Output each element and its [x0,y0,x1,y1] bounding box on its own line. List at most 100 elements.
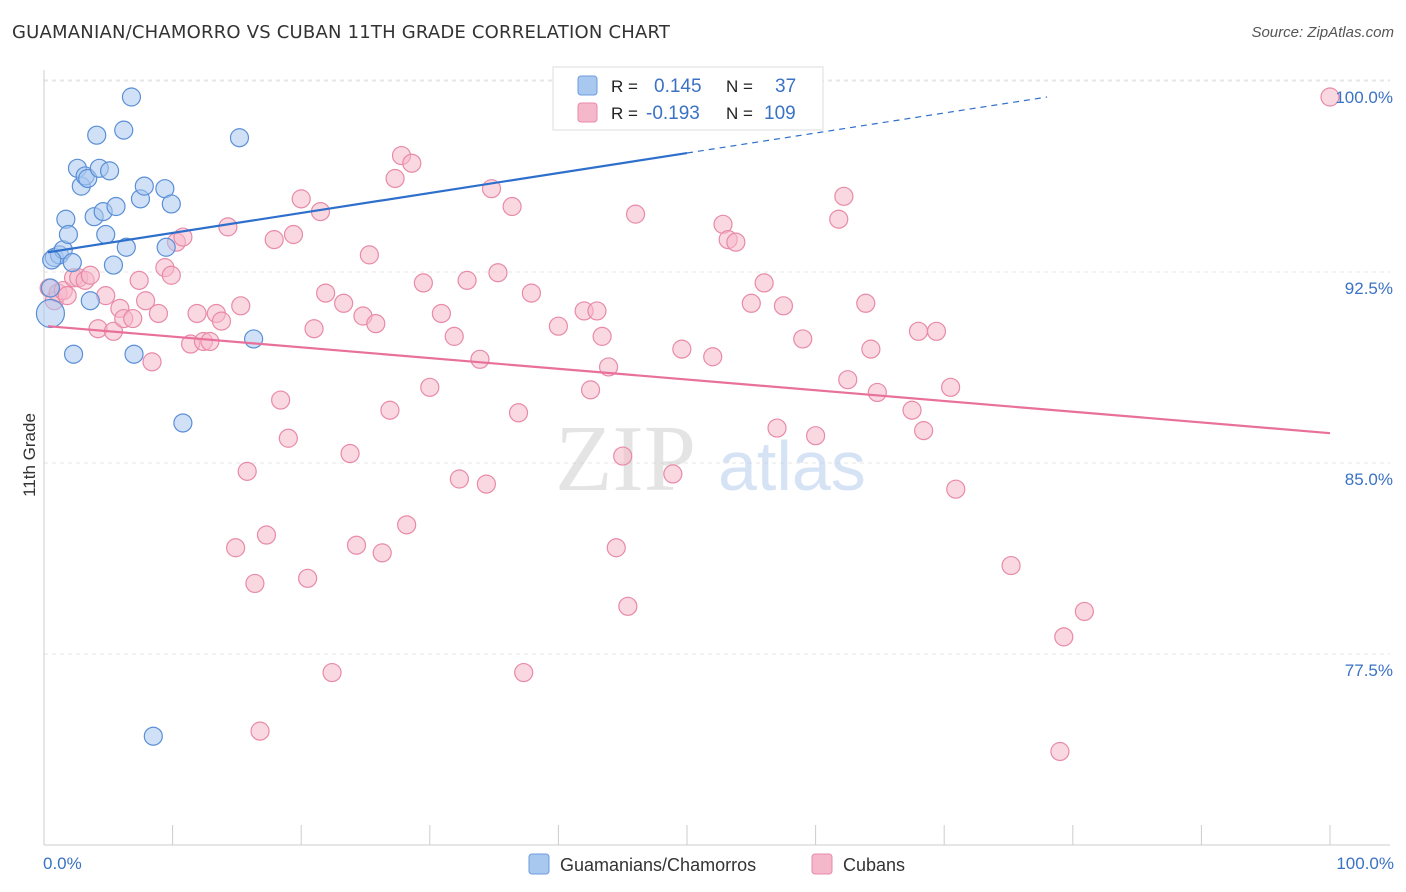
chart-title: GUAMANIAN/CHAMORRO VS CUBAN 11TH GRADE C… [12,22,671,43]
cuban-point [231,296,251,316]
cuban-point [57,286,77,306]
cuban-point [488,263,508,283]
cuban-point [834,186,854,206]
cuban-point [123,308,143,329]
cuban-point [914,421,934,441]
cuban-point [663,464,683,484]
x-tick-label-min: 0.0% [43,854,82,873]
cuban-point [413,273,433,293]
cuban-point [316,283,336,303]
cuban-point [80,265,100,285]
cuban-point [129,270,149,290]
cuban-point [476,474,496,494]
cuban-point [606,538,626,558]
cuban-point [521,283,541,303]
cuban-point [402,153,422,173]
cuban-point [793,329,813,349]
cuban-point [334,293,354,313]
cuban-point [741,293,761,313]
guamanian-point [99,161,120,181]
cuban-point [346,535,367,555]
cuban-point [672,339,692,359]
cuban-point [829,209,849,229]
cuban-point [457,270,477,290]
cuban-point [298,568,318,588]
cuban-point [218,217,238,237]
guamanian-point [63,344,84,364]
cuban-point [237,461,257,481]
legend-n-value-blue: 37 [775,76,796,97]
guamanians-points [35,87,678,746]
cuban-point [1054,627,1074,647]
trend-lines [47,96,1331,435]
cuban-point [618,596,638,616]
cuban-point [291,189,311,209]
correlation-legend: R = 0.145 N = 37 R = -0.193 N = 109 [552,66,824,131]
cuban-point [598,357,619,377]
legend-r-label-pink: R = [611,104,638,123]
guamanian-point [80,291,100,311]
guamanian-point [62,252,82,273]
cuban-point [946,479,966,499]
cuban-point [271,390,291,410]
cuban-point [470,349,490,369]
cuban-point [926,321,947,341]
guamanian-point [35,298,66,329]
guamanians-trend-extension [686,96,1048,154]
cuban-point [1001,555,1021,576]
cuban-point [397,515,417,535]
cuban-point [508,403,529,423]
cuban-point [514,662,534,683]
guamanian-point [96,224,116,245]
cuban-point [211,311,232,331]
cuban-point [161,265,181,285]
cuban-point [767,418,787,438]
guamanian-point [244,329,264,349]
cuban-point [838,370,858,390]
cuban-point [142,352,162,372]
cuban-point [908,321,929,341]
guamanians-trend-line [47,151,688,254]
cuban-point [502,196,522,217]
cuban-point [283,224,304,245]
axes [43,70,1390,846]
guamanian-point [106,196,126,217]
cuban-point [278,428,298,448]
cuban-point [226,538,246,558]
cuban-point [359,245,379,265]
cuban-point [264,230,284,250]
cuban-point [805,426,826,446]
gridlines [44,79,1390,655]
legend-item-guamanians-swatch [528,853,550,875]
cuban-point [148,303,169,324]
cuban-point [385,168,405,189]
guamanian-point [173,413,193,433]
legend-item-cubans-swatch [811,853,833,875]
source-label: Source: ZipAtlas.com [1251,24,1394,41]
watermark-atlas: atlas [718,427,866,505]
guamanian-point [143,726,163,746]
y-tick-label: 100.0% [1335,88,1393,107]
cuban-point [444,326,464,346]
legend-item-guamanians: Guamanians/Chamorros [560,855,756,875]
cuban-point [372,543,392,563]
x-tick-label-max: 100.0% [1336,854,1394,873]
guamanian-point [134,176,154,196]
cuban-point [1050,741,1070,762]
cuban-point [548,316,569,336]
y-tick-label: 85.0% [1345,470,1393,489]
cuban-point [322,662,342,683]
cuban-point [449,469,469,489]
cubans-trend-line [47,325,1331,435]
guamanian-point [156,237,176,257]
watermark: ZIP atlas [555,407,866,511]
legend-item-cubans: Cubans [843,855,905,875]
guamanian-point [229,128,250,148]
cuban-point [431,303,451,324]
y-tick-labels: 77.5% 85.0% 92.5% 100.0% [1335,88,1393,680]
cuban-point [420,377,440,397]
guamanian-point [58,224,79,245]
guamanian-point [116,237,136,257]
cuban-point [304,319,324,339]
